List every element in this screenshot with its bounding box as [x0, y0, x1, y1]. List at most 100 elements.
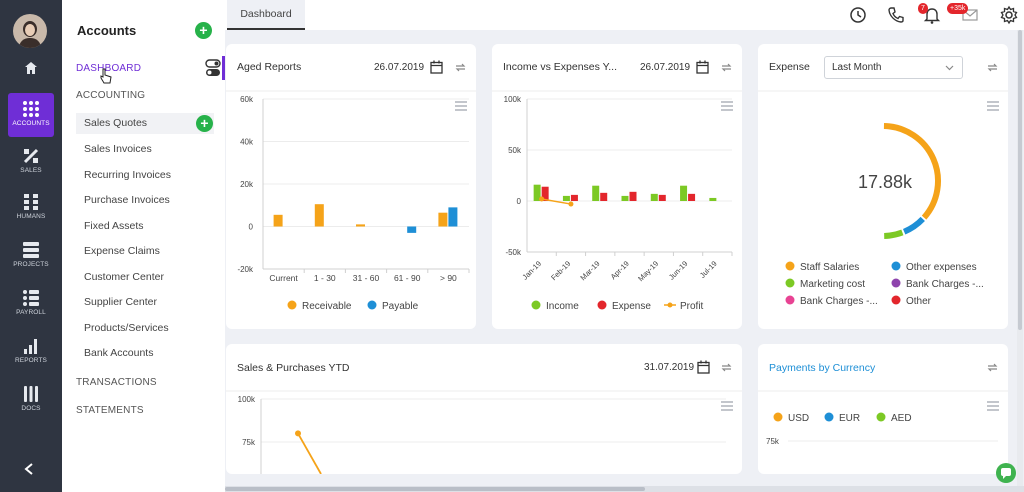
- vertical-scrollbar[interactable]: [1017, 30, 1023, 486]
- refresh-icon[interactable]: [986, 61, 999, 74]
- bar-receivable: [438, 212, 448, 227]
- bar-expense: [541, 186, 549, 201]
- horizontal-scrollbar[interactable]: [225, 486, 1024, 492]
- calendar-icon[interactable]: [697, 360, 710, 374]
- refresh-icon[interactable]: [454, 61, 467, 74]
- rail-label: ACCOUNTS: [12, 120, 50, 127]
- rail-item-sales[interactable]: SALES: [0, 147, 62, 174]
- refresh-icon[interactable]: [720, 61, 733, 74]
- add-button[interactable]: +: [195, 22, 212, 39]
- y-tick-label: 40k: [240, 138, 254, 147]
- card-title: Income vs Expenses Y...: [503, 61, 618, 73]
- avatar[interactable]: [13, 14, 47, 48]
- rail-item-payroll[interactable]: PAYROLL: [0, 289, 62, 316]
- rail-item-docs[interactable]: DOCS: [0, 385, 62, 412]
- chart-menu-icon[interactable]: [987, 401, 999, 413]
- chart-menu-icon[interactable]: [721, 401, 733, 413]
- card-date: 31.07.2019: [644, 362, 695, 373]
- legend-label: Bank Charges -...: [800, 296, 878, 307]
- card-title: Sales & Purchases YTD: [237, 362, 350, 374]
- chat-button[interactable]: [996, 463, 1016, 483]
- legend-label: AED: [891, 413, 912, 424]
- nav-expense-claims[interactable]: Expense Claims: [84, 245, 160, 257]
- home-icon: [25, 62, 37, 74]
- expense-card: Expense Last Month Staff Salaries Other e…: [758, 44, 1008, 329]
- y-tick-label: 75k: [766, 437, 780, 446]
- bar-receivable: [356, 224, 365, 227]
- bar-expense: [629, 191, 637, 201]
- rail-item-reports[interactable]: REPORTS: [0, 337, 62, 364]
- bar-income: [650, 193, 658, 201]
- gear-icon[interactable]: [999, 5, 1019, 25]
- legend-swatch: [287, 300, 297, 310]
- legend-swatch: [785, 295, 795, 305]
- percent-icon: [23, 148, 39, 164]
- y-tick-label: 75k: [242, 438, 256, 447]
- projects-icon: [23, 242, 39, 258]
- toggle-icon[interactable]: [205, 59, 221, 77]
- rail-item-home[interactable]: [0, 61, 62, 75]
- card-date: 26.07.2019: [640, 62, 691, 73]
- rail-label: HUMANS: [16, 213, 46, 220]
- legend-label: Other expenses: [906, 262, 977, 273]
- chart-menu-icon[interactable]: [721, 101, 733, 113]
- nav-accounting[interactable]: ACCOUNTING: [76, 90, 146, 101]
- nav-statements[interactable]: STATEMENTS: [76, 405, 144, 416]
- nav-dashboard[interactable]: DASHBOARD: [76, 63, 142, 74]
- x-tick-label: May-19: [636, 259, 660, 283]
- nav-transactions[interactable]: TRANSACTIONS: [76, 377, 157, 388]
- income-expenses-card: Income vs Expenses Y... 26.07.2019 100k 5…: [492, 44, 742, 329]
- x-tick-label: 31 - 60: [353, 273, 380, 283]
- period-select[interactable]: Last Month: [824, 56, 963, 79]
- rail-label: PAYROLL: [16, 309, 46, 316]
- nav-fixed-assets[interactable]: Fixed Assets: [84, 220, 144, 232]
- x-tick-label: Jan-19: [520, 259, 543, 282]
- app-rail: ACCOUNTS SALES HUMANS PROJECTS PAYROLL R…: [0, 0, 62, 492]
- bar-expense: [570, 194, 578, 201]
- nav-recurring-invoices[interactable]: Recurring Invoices: [84, 169, 171, 181]
- profit-point: [539, 196, 545, 202]
- card-title: Expense: [769, 61, 810, 73]
- docs-icon: [24, 386, 38, 402]
- collapse-chevron-icon[interactable]: [24, 462, 34, 478]
- payments-chart: USD EUR AED 75k: [758, 390, 1008, 446]
- calendar-icon[interactable]: [696, 60, 709, 74]
- nav-purchase-invoices[interactable]: Purchase Invoices: [84, 194, 170, 206]
- calendar-icon[interactable]: [430, 60, 443, 74]
- x-tick-label: 61 - 90: [394, 273, 421, 283]
- nav-customer-center[interactable]: Customer Center: [84, 271, 164, 283]
- clock-icon[interactable]: [848, 5, 868, 25]
- x-tick-label: > 90: [440, 273, 457, 283]
- legend-label: Profit: [680, 301, 704, 312]
- card-title[interactable]: Payments by Currency: [769, 362, 876, 374]
- y-tick-label: 100k: [504, 95, 522, 104]
- nav-sales-invoices[interactable]: Sales Invoices: [84, 143, 152, 155]
- tab-dashboard[interactable]: Dashboard: [227, 0, 305, 30]
- refresh-icon[interactable]: [720, 361, 733, 374]
- legend-swatch: [891, 295, 901, 305]
- rail-item-humans[interactable]: HUMANS: [0, 193, 62, 220]
- rail-item-accounts[interactable]: ACCOUNTS: [8, 93, 54, 137]
- chart-menu-icon[interactable]: [455, 101, 467, 113]
- phone-icon[interactable]: [886, 5, 906, 25]
- refresh-icon[interactable]: [986, 361, 999, 374]
- add-sales-quote-button[interactable]: +: [196, 115, 213, 132]
- nav-sales-quotes[interactable]: Sales Quotes: [76, 113, 214, 134]
- chart-menu-icon[interactable]: [987, 101, 999, 113]
- notification-badge: 7: [918, 3, 928, 14]
- rail-item-projects[interactable]: PROJECTS: [0, 241, 62, 268]
- nav-products-services[interactable]: Products/Services: [84, 322, 169, 334]
- legend-swatch: [785, 261, 795, 271]
- sales-purchases-chart: 100k 75k: [226, 390, 742, 474]
- nav-supplier-center[interactable]: Supplier Center: [84, 296, 157, 308]
- bar-expense: [658, 194, 666, 201]
- bar-income: [621, 195, 629, 201]
- x-tick-label: Apr-19: [609, 259, 631, 281]
- bell-icon[interactable]: [922, 5, 942, 25]
- nav-bank-accounts[interactable]: Bank Accounts: [84, 347, 154, 359]
- active-indicator: [222, 56, 225, 80]
- profit-line: [541, 198, 572, 205]
- y-tick-label: 20k: [240, 180, 254, 189]
- legend-label: Bank Charges -...: [906, 279, 984, 290]
- legend-label: Receivable: [302, 301, 352, 312]
